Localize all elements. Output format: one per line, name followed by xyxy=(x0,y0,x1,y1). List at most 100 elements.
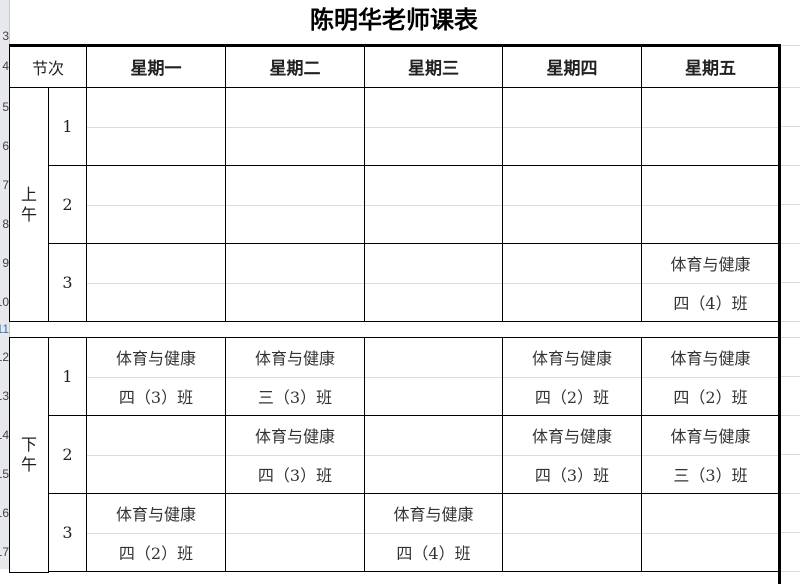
schedule-cell[interactable]: 体育与健康 四（2）班 xyxy=(86,493,226,572)
header-day: 星期五 xyxy=(641,45,780,88)
class-name xyxy=(642,127,779,166)
course-name xyxy=(226,88,364,128)
row-number[interactable]: 13 xyxy=(0,388,9,403)
schedule-cell[interactable] xyxy=(502,165,642,244)
schedule-cell[interactable]: 体育与健康四（2）班 xyxy=(502,337,642,416)
row-number[interactable]: 3 xyxy=(2,28,9,43)
course-name xyxy=(87,244,225,284)
class-name: 四（2）班 xyxy=(534,387,610,407)
gridline xyxy=(779,45,800,46)
schedule-cell[interactable]: 体育与健康 四（4）班 xyxy=(641,243,780,322)
schedule-cell[interactable] xyxy=(86,87,226,166)
course-name xyxy=(503,88,641,128)
course-name xyxy=(642,166,779,206)
row-number[interactable]: 5 xyxy=(2,99,9,114)
row-number[interactable]: 14 xyxy=(0,427,9,442)
section-label: 下午 xyxy=(9,337,49,573)
row-number[interactable]: 7 xyxy=(2,177,9,192)
gridline xyxy=(779,376,800,377)
class-name xyxy=(226,533,364,572)
course-name: 体育与健康 xyxy=(87,338,225,378)
schedule-cell[interactable] xyxy=(641,87,780,166)
class-name xyxy=(642,533,779,572)
course-name xyxy=(365,244,502,284)
schedule-cell[interactable] xyxy=(225,165,365,244)
schedule-cell[interactable] xyxy=(502,87,642,166)
schedule-cell[interactable] xyxy=(502,493,642,572)
class-name: 四（4）班 xyxy=(396,543,471,563)
row-number[interactable]: 8 xyxy=(2,216,9,231)
schedule-cell[interactable]: 体育与健康 四（3）班 xyxy=(502,415,642,494)
schedule-cell[interactable] xyxy=(86,415,226,494)
gridline xyxy=(779,282,800,283)
schedule-cell[interactable] xyxy=(502,243,642,322)
class-name xyxy=(365,455,502,494)
class-name xyxy=(503,205,641,244)
class-name xyxy=(503,283,641,322)
section-label-char: 午 xyxy=(20,455,37,474)
schedule-cell[interactable]: 体育与健康 三（3）班 xyxy=(225,337,365,416)
row-number[interactable]: 10 xyxy=(0,294,9,309)
gridline xyxy=(779,337,800,338)
page-title: 陈明华老师课表 xyxy=(310,5,478,34)
schedule-cell[interactable] xyxy=(364,87,503,166)
schedule-cell[interactable]: 体育与健康 四（2）班 xyxy=(641,337,780,416)
class-name: 三（3）班 xyxy=(673,465,748,485)
schedule-cell[interactable] xyxy=(225,493,365,572)
row-number[interactable]: 11 xyxy=(0,322,9,336)
gridline xyxy=(779,532,800,533)
period-number: 1 xyxy=(48,87,87,166)
header-period: 节次 xyxy=(9,45,87,88)
gridline xyxy=(779,87,800,88)
schedule-cell[interactable] xyxy=(641,165,780,244)
course-name xyxy=(503,244,641,284)
schedule-cell[interactable] xyxy=(86,165,226,244)
break-row xyxy=(9,321,779,338)
class-name xyxy=(365,377,502,416)
class-name xyxy=(226,283,364,322)
course-name: 体育与健康 xyxy=(642,416,779,456)
schedule-cell[interactable] xyxy=(641,493,780,572)
class-name xyxy=(87,127,225,166)
course-name xyxy=(503,166,641,206)
row-number[interactable]: 9 xyxy=(2,255,9,270)
schedule-cell[interactable]: 体育与健康三（3）班 xyxy=(641,415,780,494)
class-name xyxy=(503,127,641,166)
gridline xyxy=(779,493,800,494)
row-number[interactable]: 6 xyxy=(2,138,9,153)
period-number: 1 xyxy=(48,337,87,416)
gridline xyxy=(779,243,800,244)
section-label-char: 下 xyxy=(20,435,37,454)
class-name: 四（3）班 xyxy=(257,465,333,485)
header-day: 星期四 xyxy=(502,45,642,88)
class-name: 四（3）班 xyxy=(118,387,194,407)
course-name: 体育与健康 xyxy=(226,416,364,456)
header-day: 星期一 xyxy=(86,45,226,88)
period-number: 3 xyxy=(48,493,87,572)
schedule-cell[interactable] xyxy=(225,87,365,166)
schedule-cell[interactable] xyxy=(364,165,503,244)
schedule-cell[interactable]: 体育与健康四（3）班 xyxy=(86,337,226,416)
schedule-cell[interactable]: 体育与健康四（3）班 xyxy=(225,415,365,494)
row-number[interactable]: 16 xyxy=(0,505,9,520)
schedule-cell[interactable]: 体育与健康 四（4）班 xyxy=(364,493,503,572)
gridline xyxy=(779,204,800,205)
course-name: 体育与健康 xyxy=(503,338,641,378)
schedule-cell[interactable] xyxy=(364,337,503,416)
course-name xyxy=(365,416,502,456)
section-label: 上午 xyxy=(9,87,49,322)
course-name xyxy=(226,244,364,284)
schedule-cell[interactable] xyxy=(86,243,226,322)
row-number[interactable]: 4 xyxy=(2,59,9,73)
schedule-cell[interactable] xyxy=(364,415,503,494)
row-number[interactable]: 17 xyxy=(0,544,9,559)
schedule-cell[interactable] xyxy=(225,243,365,322)
course-name xyxy=(87,416,225,456)
class-name: 四（4）班 xyxy=(673,293,748,313)
header-day: 星期二 xyxy=(225,45,365,88)
row-number[interactable]: 12 xyxy=(0,349,9,364)
class-name: 四（3）班 xyxy=(534,465,610,485)
schedule-cell[interactable] xyxy=(364,243,503,322)
row-number[interactable]: 15 xyxy=(0,466,9,481)
course-name xyxy=(642,88,779,128)
